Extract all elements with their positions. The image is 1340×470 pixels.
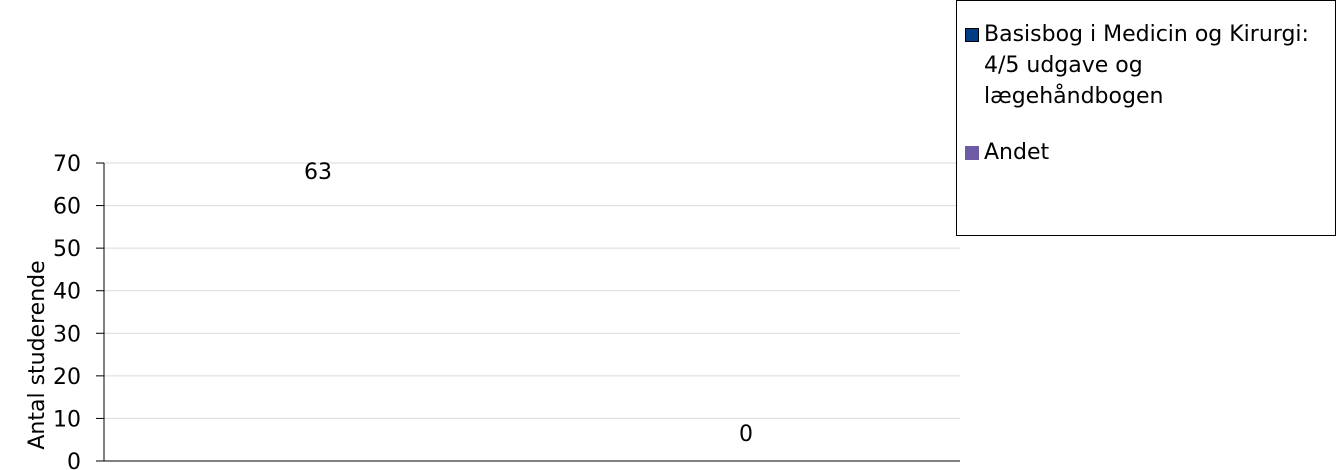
data-label: 63 [304, 160, 332, 185]
legend-label-andet: Andet [984, 140, 1050, 165]
y-tick-label: 70 [53, 152, 81, 177]
y-tick-label: 20 [53, 365, 81, 390]
legend-item-basisbog[interactable]: Basisbog i Medicin og Kirurgi: 4/5 udgav… [965, 19, 1324, 112]
legend-swatch-andet [965, 146, 979, 160]
legend-item-andet[interactable]: Andet [965, 137, 1324, 168]
y-tick-label: 30 [53, 322, 81, 347]
y-tick-labels: 0 10 20 30 40 50 60 70 [53, 152, 81, 470]
y-tick-label: 0 [67, 450, 81, 470]
y-tick-label: 60 [53, 195, 81, 220]
data-labels: 63 0 [304, 160, 753, 447]
y-tick-label: 50 [53, 237, 81, 262]
data-label: 0 [739, 422, 753, 447]
legend-label-basisbog: Basisbog i Medicin og Kirurgi: 4/5 udgav… [984, 22, 1309, 109]
y-tick-label: 40 [53, 280, 81, 305]
legend: Basisbog i Medicin og Kirurgi: 4/5 udgav… [956, 0, 1336, 236]
y-tick-label: 10 [53, 407, 81, 432]
gridlines [104, 162, 960, 419]
legend-swatch-basisbog [965, 28, 979, 42]
y-axis-title: Antal studerende [25, 260, 50, 449]
axes [96, 162, 960, 462]
